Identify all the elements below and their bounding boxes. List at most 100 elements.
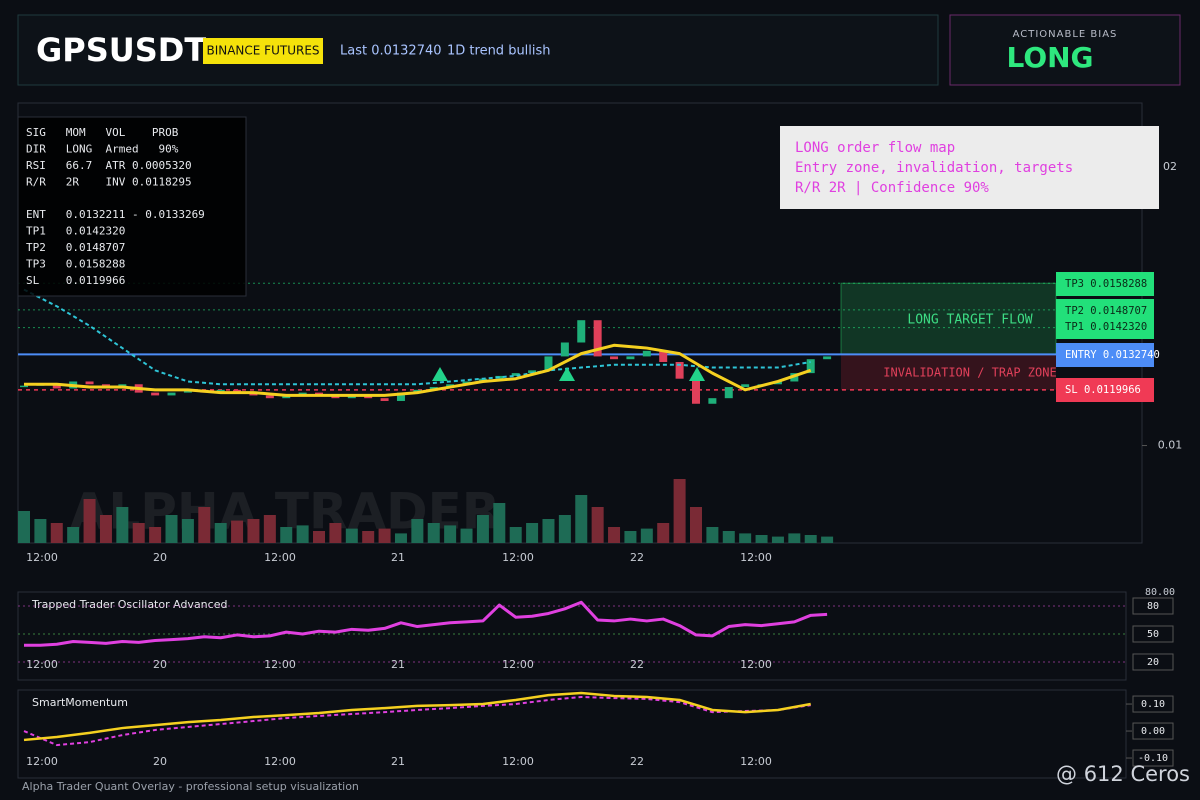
x-tick-label: 12:00	[740, 755, 772, 768]
exchange-badge	[203, 38, 323, 64]
candle	[511, 373, 520, 376]
volume-bar	[280, 527, 293, 543]
candle	[544, 356, 553, 371]
average-line	[23, 288, 811, 386]
signal-marker	[432, 367, 448, 381]
oscillator-line	[24, 600, 828, 647]
info-row: TP3 0.0158288	[26, 258, 125, 271]
level-box	[1056, 343, 1154, 367]
candle	[823, 356, 832, 360]
y-tick-label: 80	[1147, 601, 1159, 612]
volume-bar	[247, 519, 260, 543]
candle	[528, 370, 537, 374]
volume-bar	[460, 528, 473, 543]
volume-bar	[640, 528, 653, 543]
x-tick-label: 12:00	[502, 658, 534, 671]
candle	[560, 342, 569, 357]
trend: 1D trend bullish	[447, 44, 551, 59]
target-zone-label: LONG TARGET FLOW	[907, 313, 1032, 328]
bias-value: LONG	[1006, 41, 1093, 74]
level-label: ENTRY 0.0132740	[1065, 349, 1160, 361]
x-tick-label: 22	[630, 551, 644, 564]
trap-zone	[841, 354, 1056, 390]
volume-bar	[411, 519, 424, 543]
y-tick-label: 50	[1147, 629, 1159, 640]
volume-bar	[18, 511, 30, 543]
volume-bar	[673, 479, 686, 543]
note-line: R/R 2R | Confidence 90%	[795, 180, 989, 196]
x-tick-label: 12:00	[26, 658, 58, 671]
volume-bar	[362, 531, 375, 543]
x-tick-label: 22	[630, 755, 644, 768]
x-tick-label: 12:00	[264, 658, 296, 671]
volume-bar	[165, 515, 178, 543]
info-row: SIG MOM VOL PROB	[26, 126, 179, 139]
panel-title: Trapped Trader Oscillator Advanced	[31, 598, 227, 611]
volume-bar	[132, 523, 145, 543]
volume-bar	[313, 531, 326, 543]
volume-bar	[558, 515, 571, 543]
volume-bar	[149, 527, 162, 543]
volume-bar	[181, 519, 194, 543]
momentum-panel	[17, 689, 1127, 779]
volume-bar	[99, 515, 112, 543]
info-row: TP2 0.0148707	[26, 241, 125, 254]
bias-panel	[949, 14, 1181, 86]
level-label: TP2 0.0148707	[1065, 305, 1147, 317]
volume-bar	[378, 528, 391, 543]
volume-bar	[345, 528, 358, 543]
candle	[151, 392, 160, 396]
x-tick-label: 12:00	[740, 658, 772, 671]
info-row: RSI 66.7 ATR 0.0005320	[26, 159, 192, 172]
candle	[610, 356, 619, 360]
info-row: TP1 0.0142320	[26, 225, 125, 238]
y-tick-box	[1132, 695, 1174, 713]
volume-bar	[427, 523, 440, 543]
volume-bar	[198, 507, 211, 543]
y-tick-box	[1132, 653, 1174, 671]
volume-bar	[67, 527, 80, 543]
candle	[265, 395, 274, 399]
volume-bar	[608, 527, 621, 543]
candle	[577, 320, 586, 343]
volume-bar	[50, 523, 63, 543]
volume-bar	[394, 533, 407, 543]
candle	[380, 398, 389, 401]
candle	[20, 385, 28, 388]
volume-bar	[591, 507, 604, 543]
volume-bar	[83, 499, 96, 543]
volume-bar	[788, 533, 801, 543]
volume-bar	[722, 531, 735, 543]
volume-bar	[542, 519, 555, 543]
y-tick-box	[1132, 749, 1174, 767]
note-box	[780, 126, 1159, 209]
candle	[642, 350, 651, 357]
x-tick-label: 12:00	[26, 551, 58, 564]
x-tick-label: 12:00	[502, 551, 534, 564]
x-tick-label: 12:00	[264, 755, 296, 768]
bias-label: ACTIONABLE BIAS	[1013, 29, 1118, 40]
candle	[52, 384, 61, 389]
info-row: ENT 0.0132211 - 0.0133269	[26, 208, 205, 221]
header-panel	[17, 14, 939, 86]
level-box	[1056, 272, 1154, 296]
x-tick-label: 21	[391, 551, 405, 564]
y-tick-box	[1132, 722, 1174, 740]
candle	[675, 361, 684, 379]
y-tick-label: 0.10	[1141, 699, 1165, 710]
info-row: R/R 2R INV 0.0118295	[26, 176, 192, 189]
volume-bar	[509, 527, 522, 543]
candle	[593, 320, 602, 357]
candle	[626, 356, 635, 360]
candle	[724, 387, 733, 399]
volume-bar	[706, 527, 719, 543]
x-tick-label: 12:00	[740, 551, 772, 564]
level-label: TP1 0.0142320	[1065, 321, 1147, 333]
volume-bar	[493, 503, 506, 543]
volume-bar	[755, 535, 768, 543]
candle	[806, 359, 815, 374]
level-box	[1056, 378, 1154, 402]
volume-bar	[804, 535, 817, 543]
volume-bar	[476, 515, 489, 543]
